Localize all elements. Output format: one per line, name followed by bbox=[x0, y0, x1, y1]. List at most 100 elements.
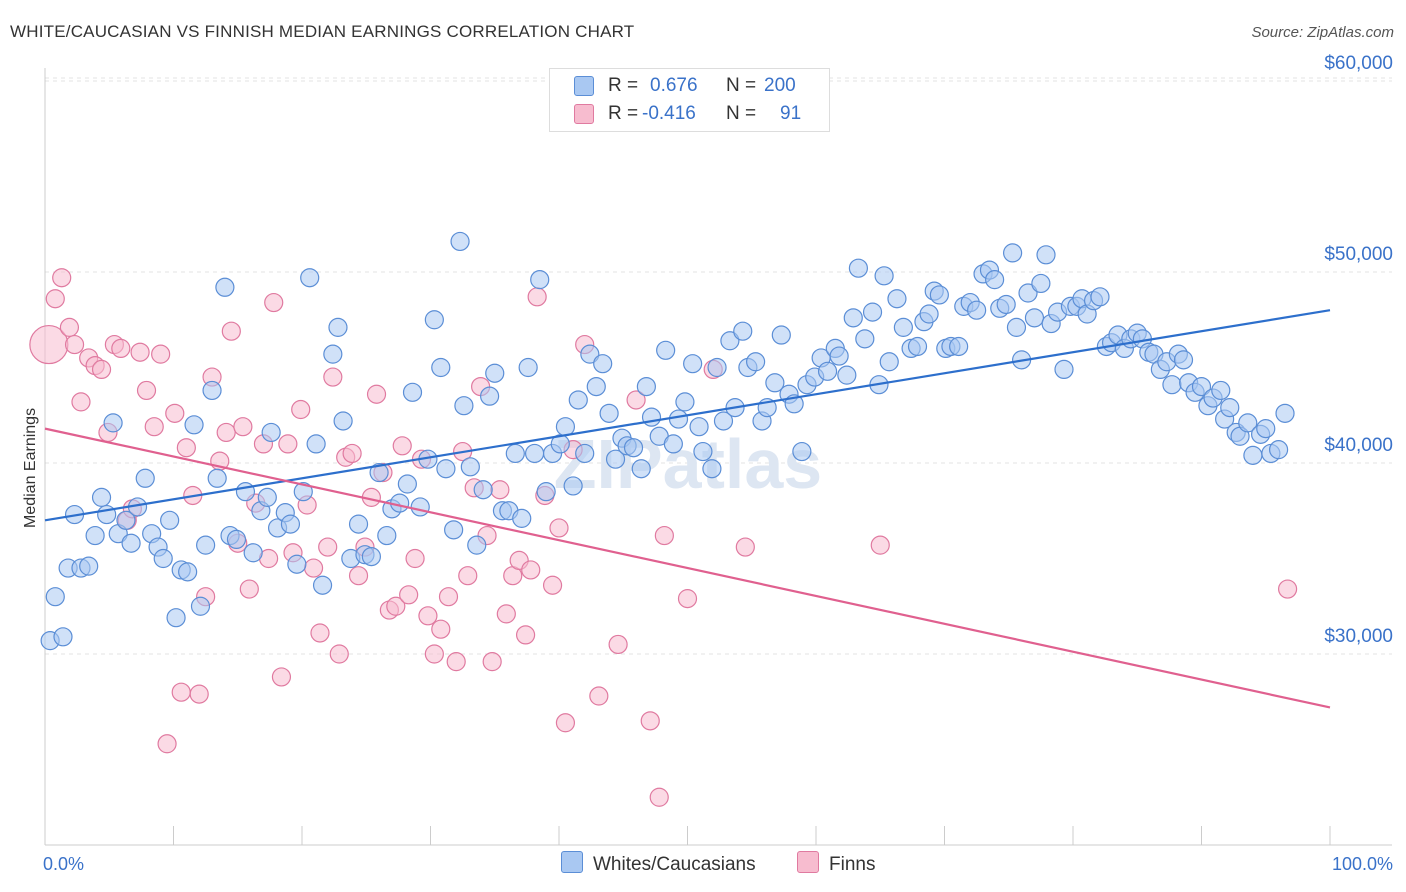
finn-point bbox=[458, 566, 478, 586]
white-point bbox=[328, 317, 348, 337]
finn-point bbox=[342, 443, 362, 464]
white-point bbox=[1036, 245, 1056, 265]
bottom-legend-whites: Whites/Caucasians bbox=[561, 851, 756, 876]
legend-swatch-whites bbox=[574, 76, 594, 96]
white-point bbox=[996, 294, 1016, 315]
white-point bbox=[746, 352, 766, 372]
white-point bbox=[153, 548, 173, 569]
finn-point bbox=[424, 644, 444, 664]
axes bbox=[44, 68, 1392, 846]
white-point bbox=[563, 476, 583, 496]
tick-labels: $30,000 $40,000 $50,000 $60,000 0.0% 100.0% bbox=[43, 53, 1393, 874]
finn-point bbox=[329, 644, 349, 664]
white-point bbox=[524, 443, 545, 464]
white-point bbox=[190, 596, 211, 616]
white-point bbox=[280, 514, 301, 534]
finn-point bbox=[64, 334, 85, 355]
white-point bbox=[641, 407, 662, 427]
white-point bbox=[261, 422, 281, 443]
white-point bbox=[843, 308, 863, 328]
white-point bbox=[312, 575, 333, 595]
white-point bbox=[817, 361, 838, 381]
white-point bbox=[623, 438, 644, 458]
white-point bbox=[555, 417, 576, 437]
white-point bbox=[1024, 308, 1045, 328]
white-point bbox=[874, 266, 894, 286]
finn-point bbox=[52, 268, 72, 288]
white-point bbox=[1031, 273, 1051, 294]
white-point bbox=[135, 468, 155, 488]
white-point bbox=[1090, 287, 1110, 307]
finn-point bbox=[589, 686, 609, 706]
finn-point bbox=[136, 380, 157, 401]
white-point bbox=[207, 468, 227, 488]
finn-point bbox=[640, 711, 660, 731]
finn-point bbox=[496, 604, 516, 624]
finn-point bbox=[189, 684, 209, 704]
white-point bbox=[215, 277, 235, 297]
source-label: Source: ZipAtlas.com bbox=[1251, 24, 1394, 41]
white-point bbox=[668, 409, 689, 429]
white-point bbox=[593, 354, 613, 374]
white-point bbox=[967, 300, 987, 320]
white-point bbox=[599, 403, 619, 423]
white-point bbox=[530, 270, 550, 290]
finn-point bbox=[323, 367, 343, 387]
white-point bbox=[837, 365, 857, 385]
white-point bbox=[287, 554, 307, 574]
white-point bbox=[720, 331, 740, 351]
white-point bbox=[300, 268, 320, 288]
finn-point bbox=[318, 537, 338, 557]
white-point bbox=[323, 344, 343, 364]
white-point bbox=[480, 386, 500, 406]
white-point bbox=[792, 441, 812, 462]
white-point bbox=[116, 510, 136, 530]
legend-r-value: -0.416 bbox=[642, 103, 696, 124]
finn-point bbox=[278, 434, 298, 454]
white-point bbox=[702, 459, 722, 479]
finn-point bbox=[386, 596, 406, 616]
legend-n-label: N = bbox=[726, 75, 757, 96]
white-point bbox=[45, 587, 65, 607]
white-point bbox=[431, 357, 451, 378]
white-point bbox=[1003, 243, 1023, 263]
finn-point bbox=[677, 589, 698, 609]
finn-point bbox=[405, 548, 425, 569]
trend-lines bbox=[44, 309, 1331, 709]
trend-line-finns bbox=[44, 427, 1331, 709]
finn-point bbox=[45, 289, 65, 309]
finn-point bbox=[91, 359, 112, 380]
white-point bbox=[454, 396, 474, 416]
finn-point bbox=[71, 392, 91, 412]
white-point bbox=[636, 377, 656, 397]
white-point bbox=[333, 411, 353, 431]
white-point bbox=[907, 336, 928, 357]
finn-point bbox=[438, 587, 459, 607]
white-point bbox=[460, 457, 480, 477]
finn-point bbox=[59, 317, 80, 337]
white-point bbox=[713, 411, 734, 431]
white-point bbox=[855, 329, 875, 349]
white-point bbox=[348, 514, 369, 534]
white-point bbox=[473, 480, 493, 500]
finn-point bbox=[1277, 579, 1298, 599]
white-point bbox=[402, 382, 423, 402]
white-point bbox=[580, 344, 600, 364]
legend-n-value: 91 bbox=[780, 103, 802, 124]
white-point bbox=[1243, 445, 1263, 465]
finn-point bbox=[555, 713, 576, 733]
finn-point bbox=[130, 342, 150, 362]
finn-point bbox=[418, 606, 438, 626]
white-point bbox=[178, 562, 198, 582]
white-point bbox=[369, 462, 389, 483]
finn-point bbox=[216, 422, 236, 443]
legend-r-label: R = bbox=[608, 103, 639, 124]
finn-point bbox=[176, 438, 196, 458]
white-point bbox=[85, 525, 105, 546]
white-point bbox=[893, 317, 913, 337]
series-whites bbox=[40, 231, 1295, 651]
white-point bbox=[663, 434, 683, 454]
white-point bbox=[919, 304, 939, 324]
finn-point bbox=[446, 652, 466, 672]
finn-point bbox=[626, 390, 646, 410]
